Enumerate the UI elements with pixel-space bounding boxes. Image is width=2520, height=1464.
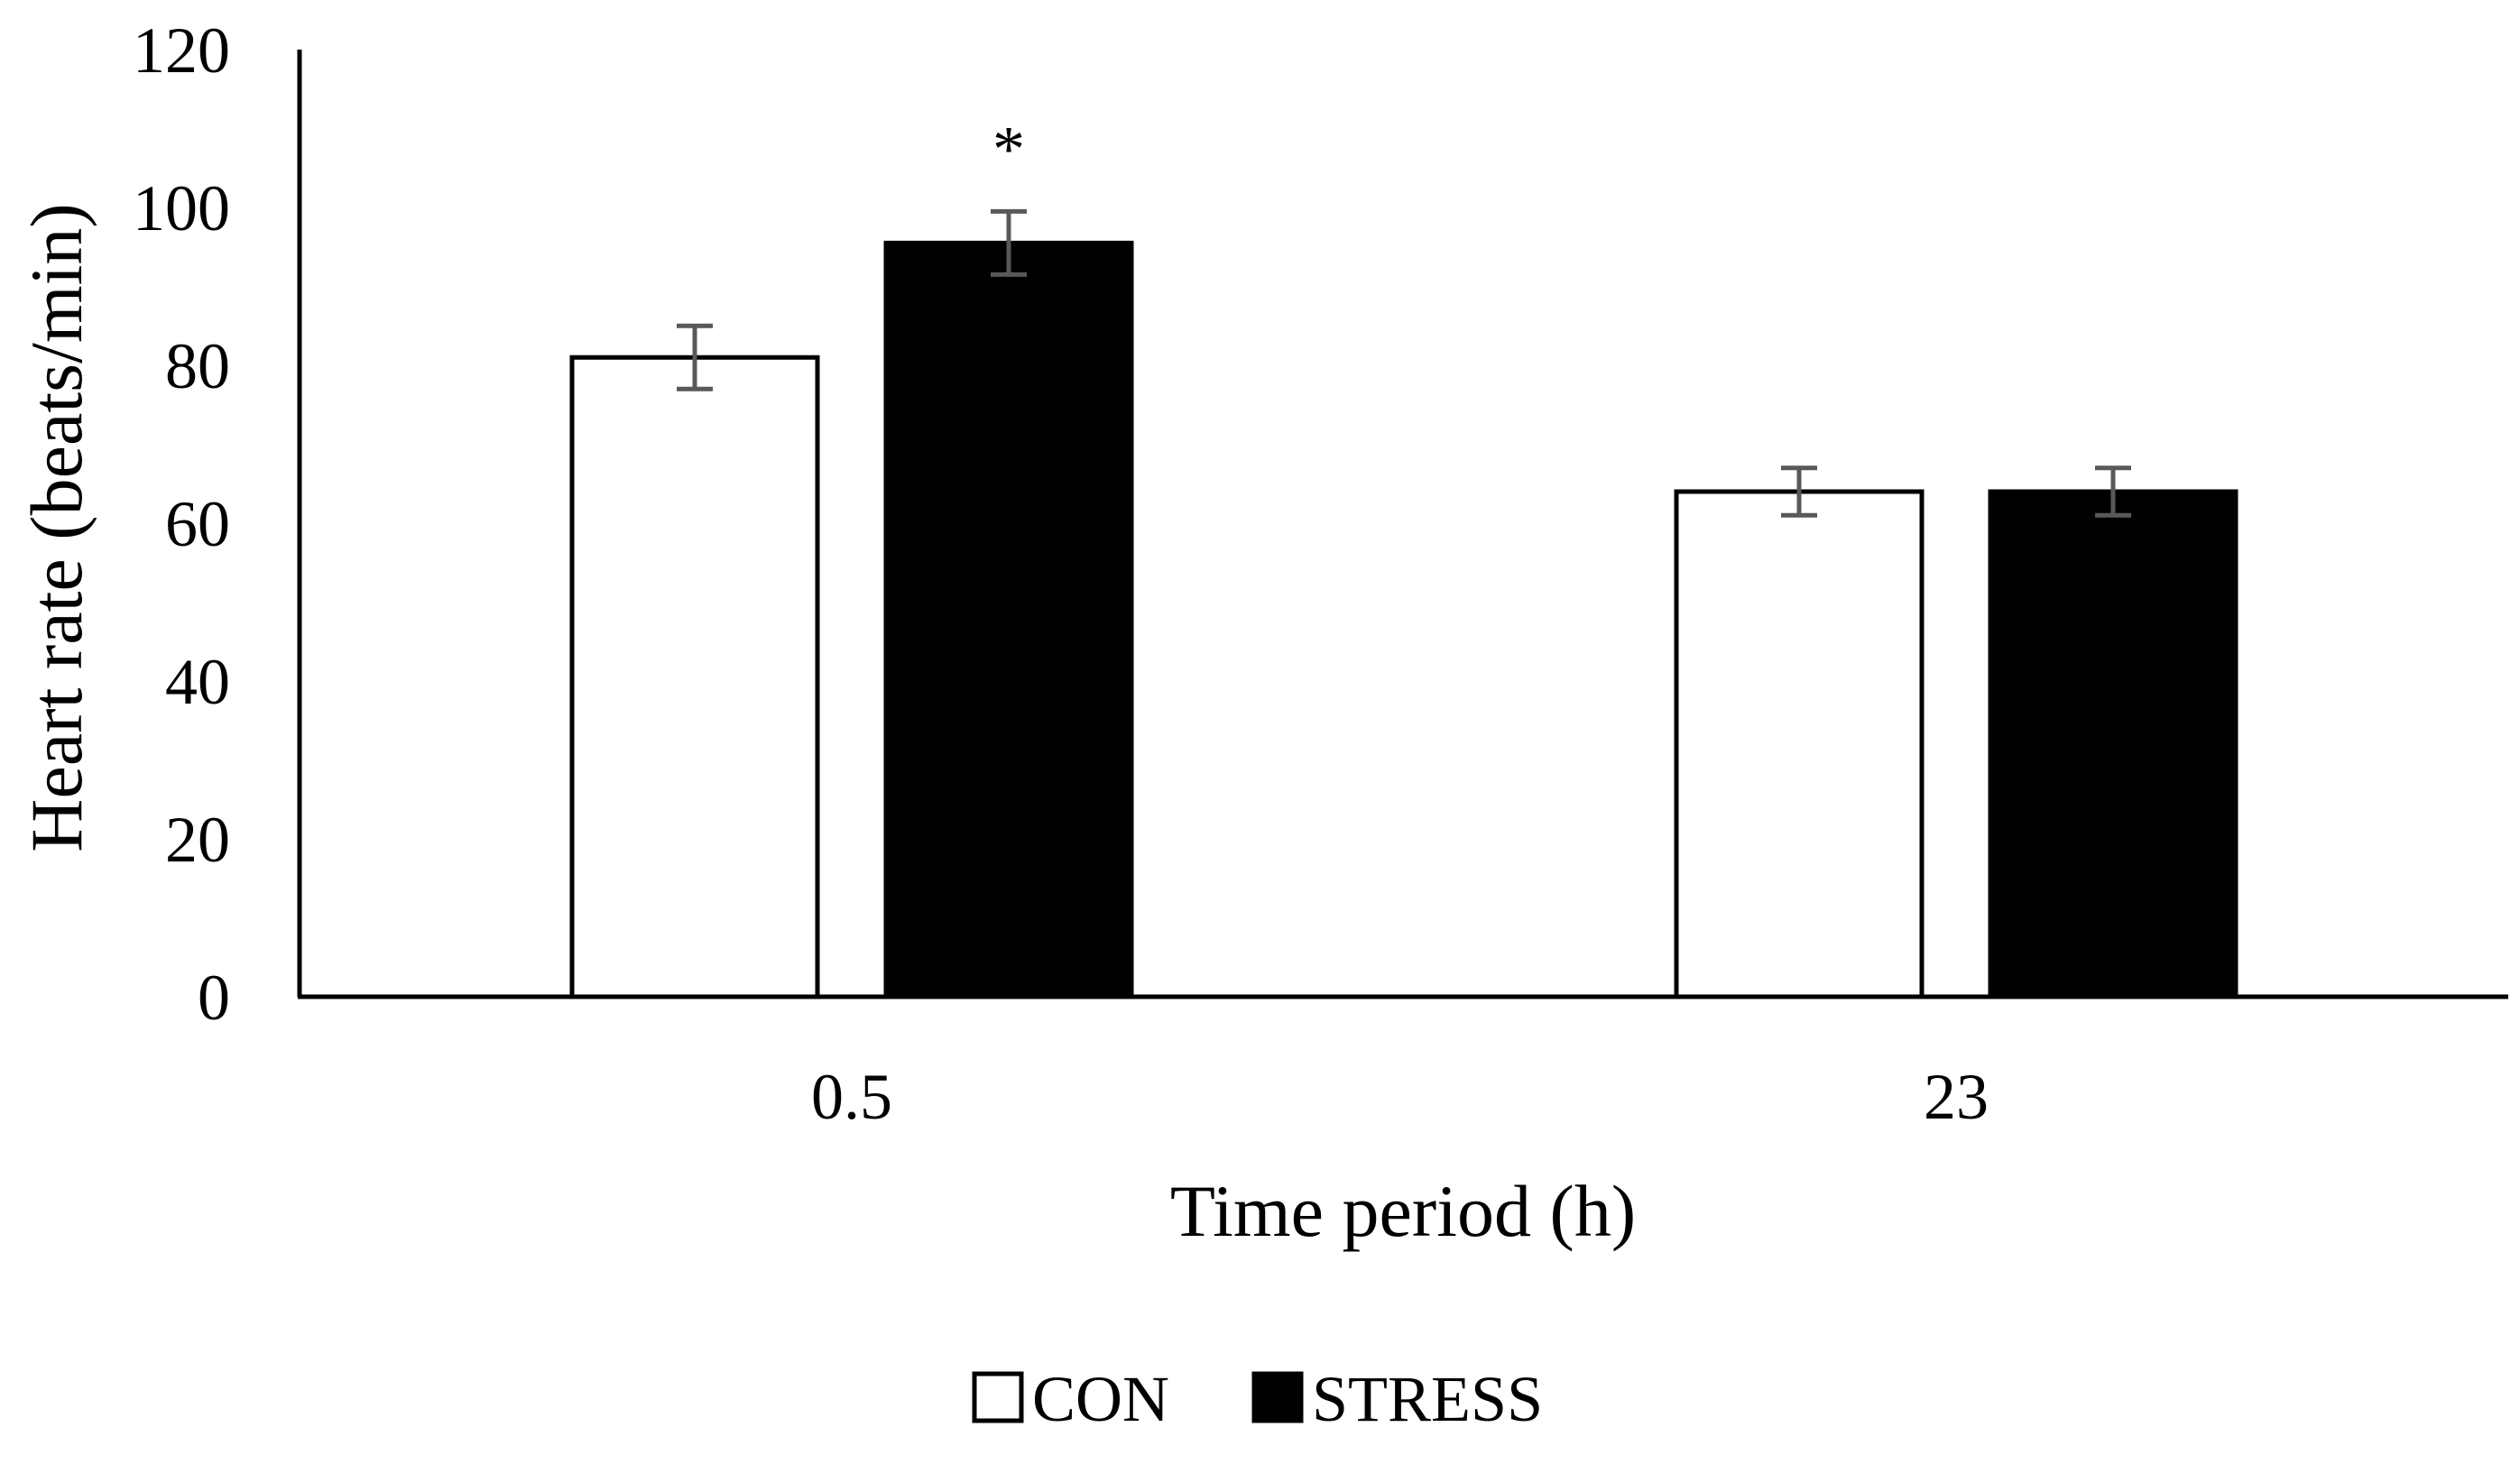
y-tick-labels: 0 20 40 60 80 100 120 [133,14,230,1034]
x-tick-label: 0.5 [811,1061,892,1133]
y-tick-label: 0 [198,962,230,1034]
bar-con-0_5 [569,354,820,999]
legend-swatch-stress [1251,1371,1304,1423]
y-tick-label: 60 [165,488,230,560]
legend-swatch-con [972,1371,1024,1423]
annotations: * [992,113,1025,185]
y-tick-label: 100 [133,172,230,244]
bar-con-23 [1674,489,1925,999]
y-tick-label: 80 [165,330,230,402]
y-tick-label: 20 [165,804,230,876]
y-axis-title-group: Heart rate (beats/min) [15,203,97,852]
x-axis-title: Time period (h) [1170,1170,1636,1252]
significance-asterisk: * [992,113,1025,185]
bar-stress-23 [1988,489,2238,999]
bar-stress-0_5 [883,240,1134,999]
x-tick-labels: 0.5 23 [811,1061,1989,1133]
y-tick-label: 40 [165,646,230,718]
legend-label-stress: STRESS [1312,1363,1543,1435]
bars [569,240,2238,999]
y-axis-title: Heart rate (beats/min) [15,203,97,852]
legend: CON STRESS [972,1363,1543,1435]
error-bars [677,208,2131,518]
y-tick-label: 120 [133,14,230,87]
legend-label-con: CON [1032,1363,1169,1435]
x-tick-label: 23 [1924,1061,1989,1133]
